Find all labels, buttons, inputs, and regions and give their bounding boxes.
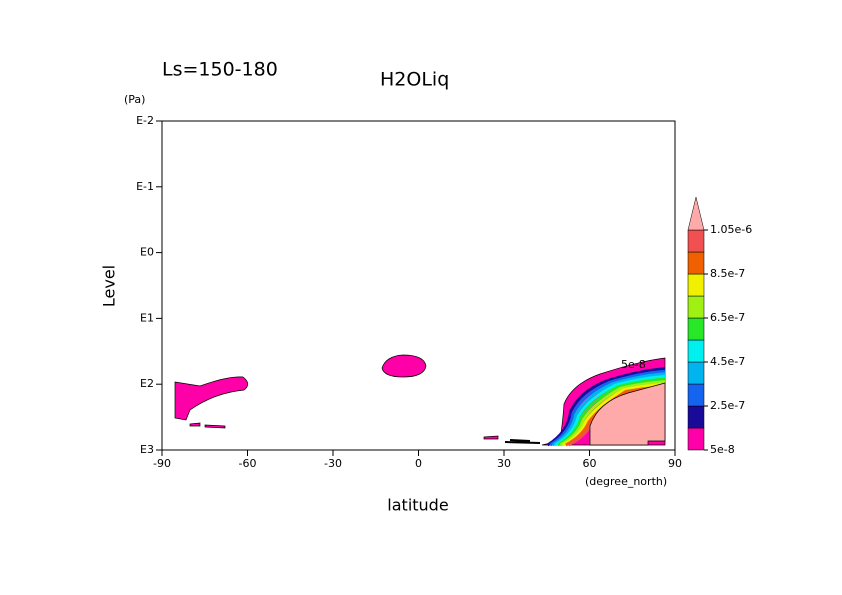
colorbar-band (687, 361, 705, 385)
y-unit: (Pa) (124, 93, 145, 106)
y-tick-label: E-2 (136, 114, 154, 127)
contour-band (552, 372, 666, 447)
contour-region (189, 422, 201, 427)
colorbar-band (687, 383, 705, 407)
colorbar-band (687, 405, 705, 429)
colorbar-band (687, 273, 705, 297)
y-label: Level (100, 265, 119, 307)
colorbar-label: 8.5e-7 (710, 267, 745, 280)
contour-regions (174, 354, 666, 447)
x-unit: (degree_north) (585, 475, 667, 488)
contour-line (504, 439, 541, 444)
contour-band (559, 380, 666, 447)
contour-band (562, 382, 666, 447)
colorbar-label: 2.5e-7 (710, 399, 745, 412)
contour-region (174, 376, 249, 421)
colorbar-band (687, 427, 705, 451)
y-tick-label: E1 (140, 311, 154, 324)
contour-region (483, 435, 499, 440)
colorbar-band (687, 229, 705, 253)
x-label: latitude (387, 496, 448, 515)
colorbar-over (687, 196, 705, 231)
colorbar-label: 1.05e-6 (710, 223, 752, 236)
contour-label: 5e-8 (621, 358, 646, 371)
x-tick-label: 60 (583, 457, 597, 470)
colorbar-band (687, 339, 705, 363)
chart-title: H2OLiq (380, 69, 449, 91)
contour-band (554, 374, 666, 447)
colorbar-band (687, 295, 705, 319)
colorbar-band (687, 251, 705, 275)
x-tick-label: 30 (497, 457, 511, 470)
contour-band (546, 367, 666, 447)
y-tick-label: E0 (140, 246, 154, 259)
y-tick-label: E-1 (136, 180, 154, 193)
subtitle: Ls=150-180 (162, 59, 278, 81)
contour-band (557, 377, 666, 447)
colorbar-label: 6.5e-7 (710, 311, 745, 324)
contour-region (589, 382, 666, 446)
colorbar-label: 4.5e-7 (710, 355, 745, 368)
x-tick-label: 90 (668, 457, 682, 470)
y-tick-label: E3 (140, 443, 154, 456)
contour-band (549, 369, 666, 447)
x-tick-label: -60 (239, 457, 257, 470)
y-tick-label: E2 (140, 377, 154, 390)
x-tick-label: -30 (324, 457, 342, 470)
contour-region (381, 354, 427, 378)
contour-region (204, 424, 226, 429)
x-tick-label: -90 (153, 457, 171, 470)
x-tick-label: 0 (415, 457, 422, 470)
colorbar-label: 5e-8 (710, 443, 735, 456)
colorbar-band (687, 317, 705, 341)
